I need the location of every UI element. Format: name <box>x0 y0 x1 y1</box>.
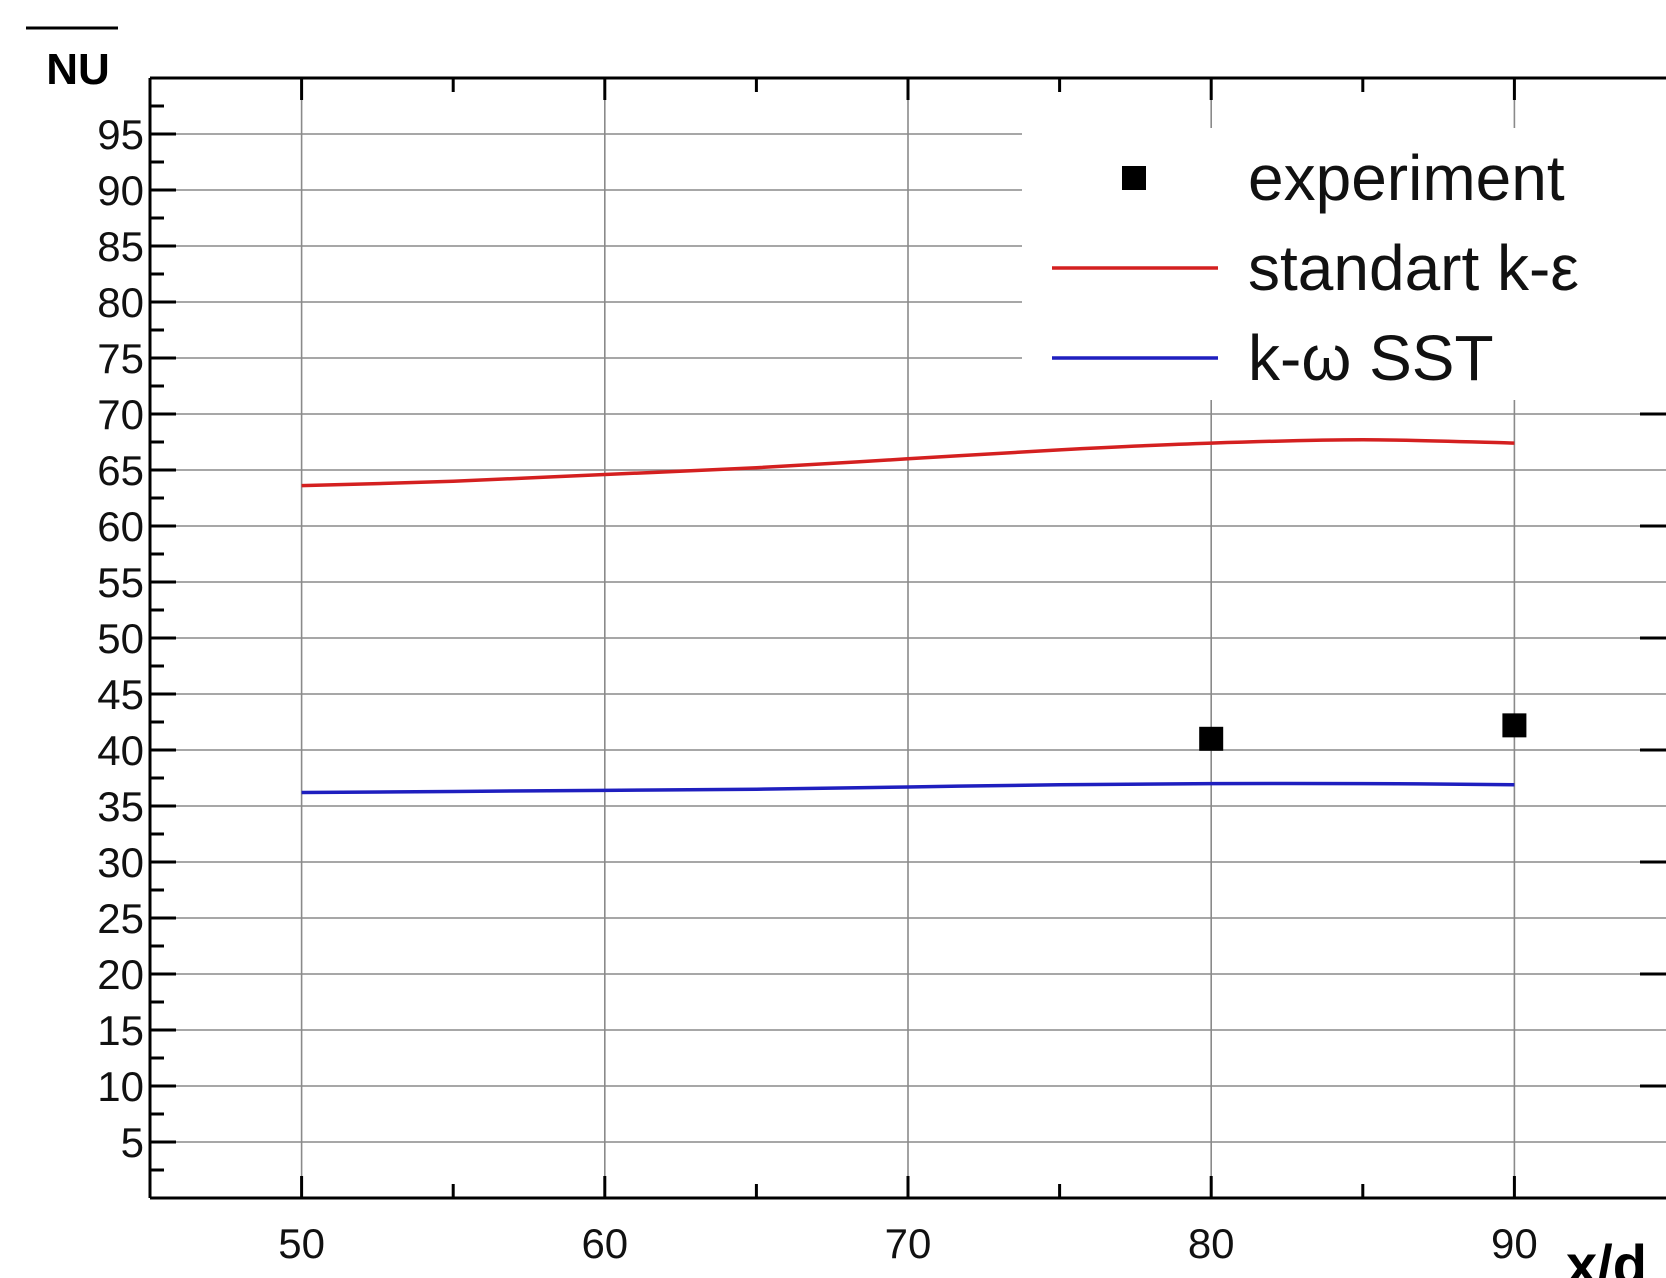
y-axis-title: NU <box>46 45 110 94</box>
y-tick-label: 85 <box>97 223 144 270</box>
x-tick-label: 90 <box>1491 1220 1538 1267</box>
data-point-experiment <box>1199 726 1224 751</box>
x-axis-title: x/d <box>1566 1233 1647 1278</box>
y-tick-label: 10 <box>97 1063 144 1110</box>
y-tick-label: 50 <box>97 615 144 662</box>
y-tick-label: 80 <box>97 279 144 326</box>
legend-swatch-experiment <box>1122 166 1146 190</box>
plot-area <box>301 438 1527 795</box>
y-tick-label: 70 <box>97 391 144 438</box>
x-tick-label: 50 <box>278 1220 325 1267</box>
data-point-experiment <box>1502 713 1527 738</box>
y-tick-label: 35 <box>97 783 144 830</box>
y-tick-label: 65 <box>97 447 144 494</box>
y-tick-label: 20 <box>97 951 144 998</box>
y-tick-label: 15 <box>97 1007 144 1054</box>
y-tick-label: 25 <box>97 895 144 942</box>
y-tick-label: 75 <box>97 335 144 382</box>
y-tick-label: 5 <box>121 1119 144 1166</box>
legend: experiment standart k-ε k-ω SST <box>1022 128 1666 400</box>
y-tick-label: 30 <box>97 839 144 886</box>
y-tick-label: 60 <box>97 503 144 550</box>
y-tick-label: 40 <box>97 727 144 774</box>
legend-label-experiment: experiment <box>1248 142 1565 214</box>
legend-label-standart k-ε: standart k-ε <box>1248 232 1579 304</box>
x-tick-label: 60 <box>581 1220 628 1267</box>
x-tick-label: 80 <box>1188 1220 1235 1267</box>
legend-label-k-ω SST: k-ω SST <box>1248 322 1494 394</box>
grid <box>150 78 1666 1198</box>
y-tick-label: 55 <box>97 559 144 606</box>
y-tick-label: 90 <box>97 167 144 214</box>
axes: 5 10 15 20 25 30 35 40 45 50 55 60 65 70 75 80 85 90 95 50 6… <box>97 76 1666 1267</box>
y-tick-label: 95 <box>97 111 144 158</box>
x-tick-label: 70 <box>885 1220 932 1267</box>
series-line-standart k-ε <box>301 438 1515 488</box>
series-line-k-ω SST <box>301 781 1515 795</box>
y-tick-label: 45 <box>97 671 144 718</box>
labels: NU x/d <box>26 26 1647 1278</box>
